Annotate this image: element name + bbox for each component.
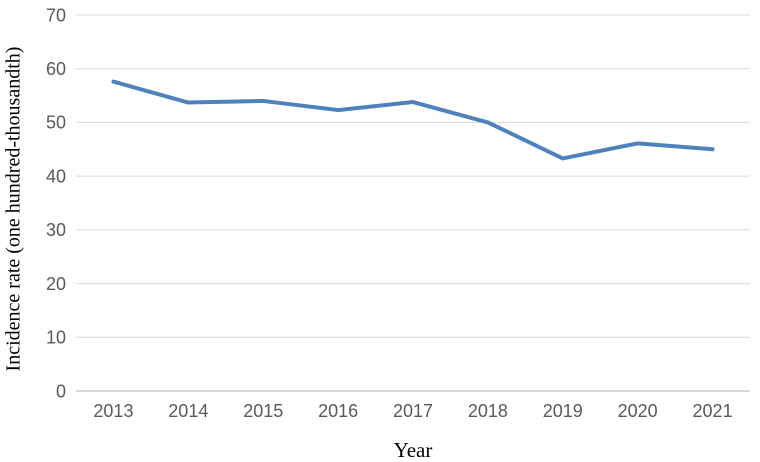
x-axis-tick-label: 2021 (693, 401, 733, 421)
y-axis-tick-label: 40 (46, 166, 66, 186)
x-axis-tick-label: 2018 (468, 401, 508, 421)
x-axis-tick-label: 2016 (318, 401, 358, 421)
y-axis-tick-label: 60 (46, 59, 66, 79)
y-axis-tick-label: 20 (46, 274, 66, 294)
x-axis-tick-label: 2015 (243, 401, 283, 421)
y-axis-tick-label: 70 (46, 5, 66, 25)
x-axis-tick-label: 2017 (393, 401, 433, 421)
x-axis-tick-label: 2019 (543, 401, 583, 421)
x-axis-tick-label: 2013 (93, 401, 133, 421)
y-axis-title: Incidence rate (one hundred-thousandth) (2, 46, 25, 372)
data-series-line (111, 79, 715, 161)
y-axis-tick-label: 10 (46, 328, 66, 348)
y-axis-tick-label: 0 (56, 381, 66, 401)
x-axis-tick-label: 2014 (168, 401, 208, 421)
y-axis-tick-label: 30 (46, 220, 66, 240)
y-axis-tick-label: 50 (46, 113, 66, 133)
x-axis-tick-label: 2020 (618, 401, 658, 421)
x-axis-title: Year (393, 438, 433, 462)
